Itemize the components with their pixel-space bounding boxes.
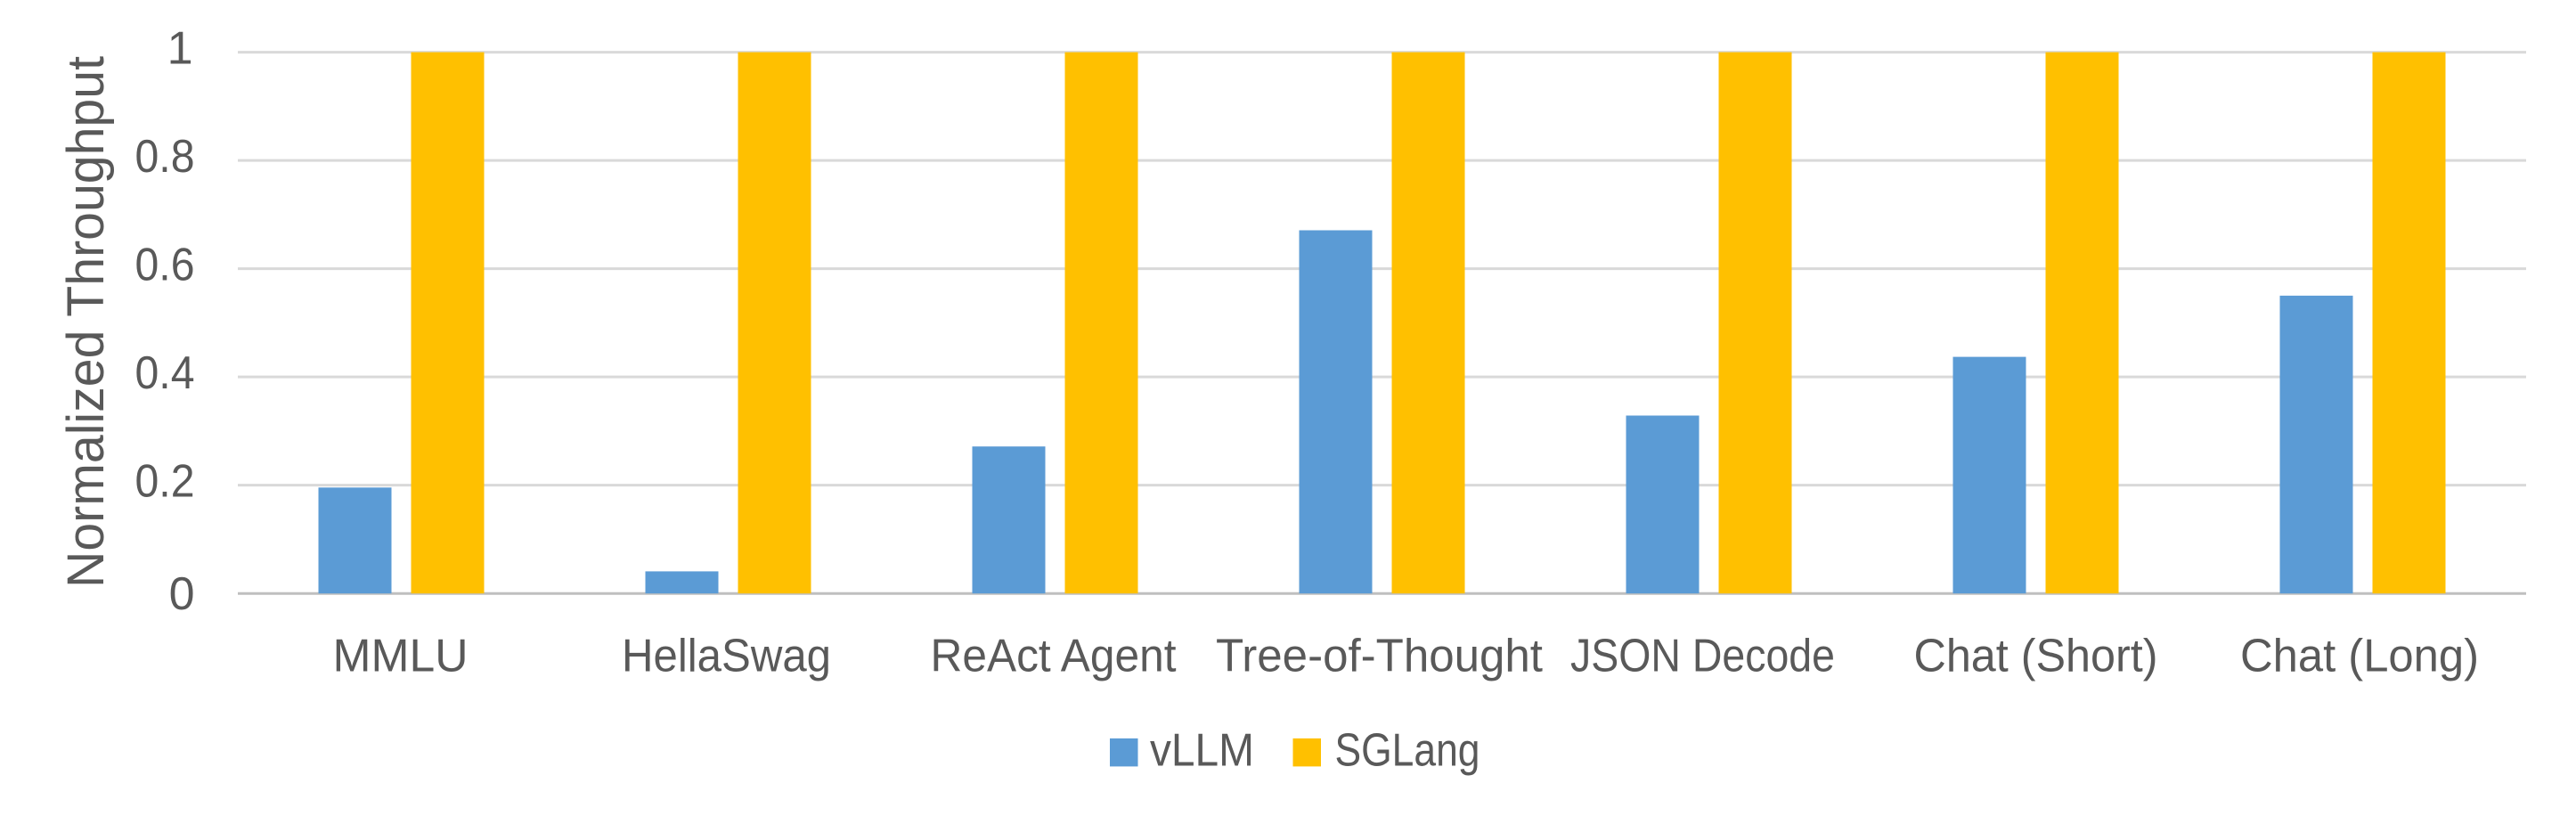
svg-text:Normalized Throughput: Normalized Throughput [57, 56, 115, 588]
svg-text:0.6: 0.6 [135, 240, 195, 291]
svg-text:vLLM: vLLM [1150, 725, 1254, 777]
svg-text:0.8: 0.8 [135, 131, 195, 183]
svg-text:0.2: 0.2 [135, 456, 195, 508]
svg-text:SGLang: SGLang [1335, 725, 1480, 777]
svg-text:0.4: 0.4 [135, 347, 195, 399]
svg-text:MMLU: MMLU [333, 631, 469, 682]
svg-text:Tree-of-Thought: Tree-of-Thought [1216, 631, 1544, 682]
svg-text:HellaSwag: HellaSwag [622, 631, 831, 682]
svg-text:0: 0 [169, 568, 195, 620]
svg-text:JSON Decode: JSON Decode [1570, 631, 1835, 682]
svg-text:Chat (Long): Chat (Long) [2240, 631, 2479, 682]
svg-text:ReAct Agent: ReAct Agent [931, 631, 1178, 682]
svg-text:Chat (Short): Chat (Short) [1914, 631, 2158, 682]
svg-text:1: 1 [167, 23, 193, 75]
